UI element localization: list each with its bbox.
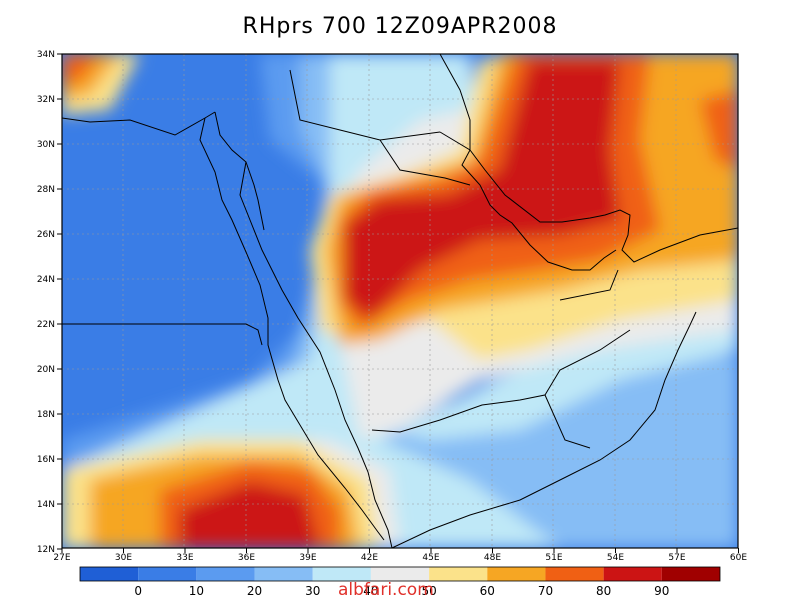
latitude-ticks: 34N 32N 30N 28N 26N 24N 22N 20N 18N 16N 14N 12N [37, 50, 62, 555]
lon-label: 48E [484, 553, 501, 563]
colorbar-swatch [487, 567, 546, 581]
humidity-field [62, 54, 738, 548]
colorbar-label: 10 [189, 584, 204, 598]
lon-label: 33E [176, 553, 193, 563]
graticule [62, 54, 738, 548]
lon-label: 42E [361, 553, 378, 563]
watermark: albfari.com [338, 580, 434, 600]
colorbar-label: 0 [134, 584, 142, 598]
colorbar-swatch [138, 567, 197, 581]
lat-label: 18N [37, 410, 55, 420]
colorbar-label: 70 [538, 584, 553, 598]
lat-label: 32N [37, 95, 55, 105]
colorbar-swatch [429, 567, 488, 581]
colorbar-label: 40 [363, 584, 378, 598]
colorbar-label: 20 [247, 584, 262, 598]
colorbar-label: 60 [480, 584, 495, 598]
lon-label: 45E [422, 553, 439, 563]
lon-label: 51E [545, 553, 562, 563]
lon-label: 54E [607, 553, 624, 563]
lat-label: 34N [37, 50, 55, 60]
colorbar-label: 90 [654, 584, 669, 598]
lat-label: 24N [37, 275, 55, 285]
colorbar: 0 10 20 30 40 50 60 70 80 90 [79, 566, 721, 598]
lon-label: 39E [299, 553, 316, 563]
colorbar-swatch [370, 567, 430, 581]
colorbar-swatch [312, 567, 371, 581]
lon-label: 27E [53, 553, 70, 563]
lon-label: 60E [730, 553, 747, 563]
lon-label: 30E [115, 553, 132, 563]
lon-label: 36E [238, 553, 255, 563]
lat-label: 14N [37, 500, 55, 510]
colorbar-frame [79, 566, 721, 582]
lat-label: 16N [37, 455, 55, 465]
lat-label: 22N [37, 320, 55, 330]
colorbar-swatch [545, 567, 604, 581]
colorbar-swatch [661, 567, 720, 581]
longitude-ticks: 27E 30E 33E 36E 39E 42E 45E 48E 51E 54E 57E 60E [53, 548, 747, 563]
lat-label: 12N [37, 545, 55, 555]
colorbar-label: 50 [421, 584, 436, 598]
lat-label: 20N [37, 365, 55, 375]
colorbar-swatch [254, 567, 313, 581]
plot-frame [61, 53, 739, 549]
colorbar-swatch [196, 567, 255, 581]
map-title: RHprs 700 12Z09APR2008 [242, 14, 558, 39]
colorbar-swatch [80, 567, 139, 581]
lat-label: 28N [37, 185, 55, 195]
colorbar-swatch [603, 567, 662, 581]
lon-label: 57E [668, 553, 685, 563]
colorbar-label: 80 [596, 584, 611, 598]
colorbar-label: 30 [305, 584, 320, 598]
coastlines [62, 54, 738, 548]
lat-label: 26N [37, 230, 55, 240]
lat-label: 30N [37, 140, 55, 150]
